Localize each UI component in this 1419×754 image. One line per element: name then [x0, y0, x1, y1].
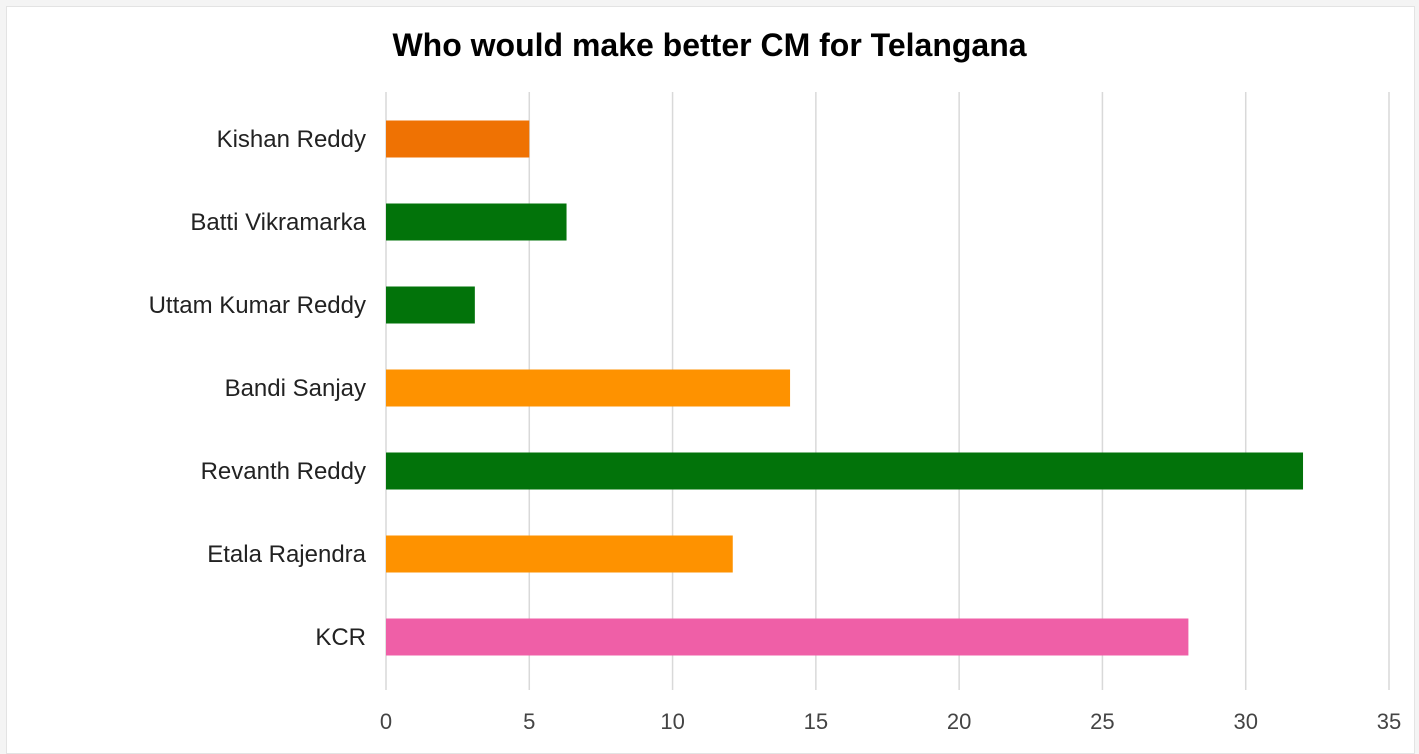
- bar: [386, 535, 733, 573]
- category-label: Etala Rajendra: [207, 541, 366, 568]
- x-tick-labels: 0 5 10 15 20 25 30 35: [380, 709, 1401, 734]
- bar: [386, 618, 1189, 656]
- bar: [386, 286, 475, 324]
- category-label: Bandi Sanjay: [225, 375, 366, 402]
- category-label: Kishan Reddy: [217, 126, 366, 153]
- category-label: Revanth Reddy: [201, 458, 366, 485]
- x-tick-label: 30: [1233, 709, 1257, 734]
- bar: [386, 452, 1304, 490]
- bars: [386, 120, 1304, 656]
- bar: [386, 203, 567, 241]
- x-tick-label: 20: [947, 709, 971, 734]
- x-tick-label: 5: [523, 709, 535, 734]
- chart-title: Who would make better CM for Telangana: [392, 27, 1027, 63]
- bar: [386, 120, 530, 158]
- bar: [386, 369, 791, 407]
- x-tick-label: 35: [1377, 709, 1401, 734]
- x-tick-label: 25: [1090, 709, 1114, 734]
- category-labels: Kishan Reddy Batti Vikramarka Uttam Kumar …: [149, 126, 367, 651]
- category-label: KCR: [315, 624, 366, 651]
- category-label: Uttam Kumar Reddy: [149, 292, 366, 319]
- x-tick-label: 0: [380, 709, 392, 734]
- category-label: Batti Vikramarka: [190, 209, 366, 236]
- x-tick-label: 15: [804, 709, 828, 734]
- x-tick-label: 10: [660, 709, 684, 734]
